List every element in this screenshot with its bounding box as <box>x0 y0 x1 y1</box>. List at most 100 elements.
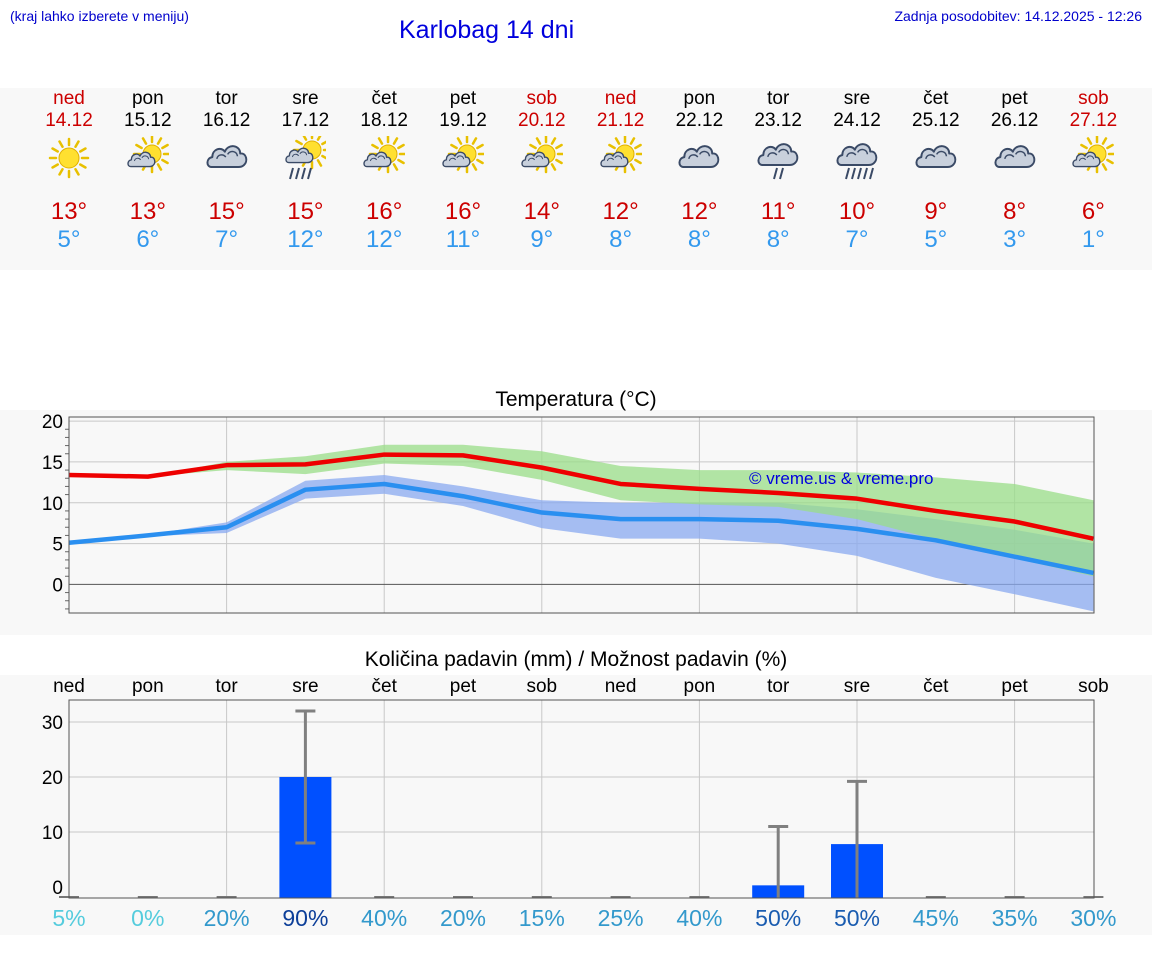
cloud-icon <box>915 145 957 168</box>
day-date: 14.12 <box>45 110 93 131</box>
last-updated: Zadnja posodobitev: 14.12.2025 - 12:26 <box>894 8 1142 24</box>
day-column: tor 16.12 15° 7° <box>187 88 267 253</box>
max-temp-band <box>69 444 1094 577</box>
precip-chance: 50% <box>755 905 802 931</box>
day-date: 23.12 <box>754 110 802 131</box>
temp-max: 16° <box>366 198 403 225</box>
temp-max: 12° <box>602 198 639 225</box>
day-name: sob <box>526 88 558 109</box>
day-name: tor <box>215 88 238 109</box>
temp-max: 8° <box>1003 198 1027 225</box>
day-date: 25.12 <box>912 110 960 131</box>
y-tick-label: 10 <box>42 494 63 515</box>
y-tick-label: 20 <box>42 412 63 433</box>
temp-min: 8° <box>687 226 711 253</box>
day-date: 22.12 <box>675 110 724 131</box>
temp-max: 15° <box>208 198 245 225</box>
day-column: pon 22.12 12° 8° <box>659 88 739 253</box>
temp-max: 10° <box>838 198 876 225</box>
temp-max: 13° <box>129 198 166 225</box>
temp-min: 8° <box>766 226 790 253</box>
category-label: pet <box>450 676 477 697</box>
y-tick-label: 15 <box>42 453 63 474</box>
max-temp-line <box>68 452 1094 541</box>
precip-chance: 20% <box>439 905 487 931</box>
precip-chance: 40% <box>361 905 408 931</box>
day-column: ned 21.12 12° 8° <box>581 88 661 253</box>
sun-cloud-icon <box>521 136 563 174</box>
day-date: 20.12 <box>518 110 566 131</box>
y-tick-label: 30 <box>42 713 63 734</box>
temp-min: 12° <box>287 226 324 253</box>
cloud-icon <box>206 145 247 168</box>
page-title: Karlobag 14 dni <box>399 16 575 44</box>
temp-min: 9° <box>530 226 554 253</box>
precip-chance: 15% <box>518 905 565 931</box>
temperature-chart-title: Temperatura (°C) <box>495 388 657 411</box>
day-date: 21.12 <box>596 110 645 131</box>
temp-max: 14° <box>523 198 560 225</box>
day-date: 16.12 <box>202 110 251 131</box>
precip-chance: 40% <box>676 905 723 931</box>
day-name: sre <box>843 88 871 109</box>
precip-chance: 20% <box>203 905 250 931</box>
plot-frame <box>68 416 1095 614</box>
header-note[interactable]: (kraj lahko izberete v meniju) <box>10 8 189 24</box>
day-column: pet 19.12 16° 11° <box>423 88 503 253</box>
y-tick-label: 10 <box>42 823 63 844</box>
day-column: ned 14.12 13° 5° <box>29 88 109 253</box>
day-name: ned <box>53 88 85 109</box>
day-column: sre 24.12 10° 7° <box>817 88 897 253</box>
temp-min: 11° <box>445 226 481 253</box>
precip-chance: 25% <box>597 905 644 931</box>
y-tick-label: 0 <box>52 878 63 899</box>
temp-min: 6° <box>136 226 160 253</box>
sun-cloud-icon <box>599 136 642 174</box>
sun-icon <box>48 137 90 179</box>
temp-max: 12° <box>681 198 718 225</box>
precip-chance: 5% <box>52 905 86 931</box>
precip-chance: 0% <box>131 905 165 931</box>
category-label: sre <box>844 676 870 697</box>
sun-cloud-icon <box>442 136 484 174</box>
day-column: čet 18.12 16° 12° <box>344 88 424 253</box>
temp-max: 16° <box>444 198 482 225</box>
cloud-icon <box>678 145 720 168</box>
day-name: čet <box>371 88 397 109</box>
sun-cloud-icon <box>363 136 406 174</box>
temp-max: 9° <box>924 198 948 225</box>
y-tick-label: 0 <box>52 575 63 596</box>
forecast-band <box>0 88 1152 270</box>
category-label: tor <box>767 676 790 697</box>
precip-chance: 90% <box>282 905 329 931</box>
day-name: tor <box>767 88 790 109</box>
precip-chart-title: Količina padavin (mm) / Možnost padavin … <box>364 648 788 671</box>
day-name: pet <box>1001 88 1028 109</box>
category-label: pon <box>684 676 716 697</box>
temp-min: 5° <box>924 226 948 253</box>
precip-chance: 45% <box>912 905 959 931</box>
temp-max: 6° <box>1081 198 1105 225</box>
temperature-chart: 20 15 10 5 0 © vreme.us & vreme.pro <box>42 412 1095 614</box>
precip-error-bar <box>295 709 316 845</box>
day-name: sob <box>1078 88 1109 109</box>
category-label: tor <box>216 676 239 697</box>
daily-forecast: ned 14.12 13° 5° pon 15.12 13° 6° tor 16.12 15° 7° s… <box>0 88 1152 270</box>
category-label: ned <box>53 676 85 697</box>
precip-chance: 30% <box>1070 905 1117 931</box>
precip-chance: 50% <box>833 905 881 931</box>
temp-max: 13° <box>50 198 88 225</box>
category-label: čet <box>372 676 398 697</box>
day-date: 19.12 <box>439 110 487 131</box>
watermark: © vreme.us & vreme.pro <box>749 469 933 488</box>
plot-frame <box>68 699 1095 899</box>
day-name: pet <box>449 88 477 109</box>
day-date: 27.12 <box>1069 110 1118 131</box>
category-label: sre <box>292 676 318 697</box>
day-date: 17.12 <box>281 110 330 131</box>
category-label: ned <box>605 676 637 697</box>
temp-min: 3° <box>1003 226 1027 253</box>
day-column: sob 20.12 14° 9° <box>502 88 582 253</box>
day-date: 15.12 <box>124 110 172 131</box>
precip-chart: ned pon tor sre čet pet sob ned pon tor sre čet pet s… <box>42 676 1109 899</box>
